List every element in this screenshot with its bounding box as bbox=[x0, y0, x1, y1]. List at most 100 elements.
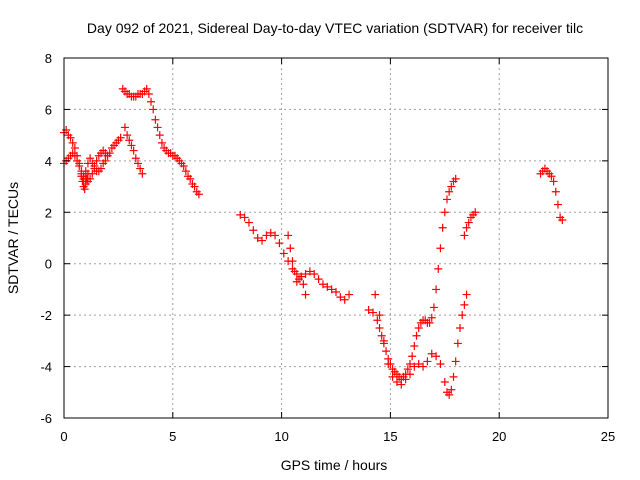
data-point bbox=[377, 331, 386, 340]
grid-lines bbox=[64, 58, 608, 418]
data-point bbox=[136, 164, 145, 173]
y-tick-label: 0 bbox=[45, 257, 52, 272]
data-point bbox=[327, 285, 336, 294]
data-point bbox=[286, 244, 295, 253]
x-tick-label: 10 bbox=[274, 429, 288, 444]
x-tick-label: 0 bbox=[60, 429, 67, 444]
data-point bbox=[186, 174, 195, 183]
x-tick-label: 15 bbox=[383, 429, 397, 444]
data-point bbox=[460, 300, 469, 309]
data-point bbox=[116, 133, 125, 142]
series-group bbox=[118, 84, 203, 199]
data-point bbox=[151, 115, 160, 124]
data-point bbox=[423, 357, 432, 366]
x-tick-label: 20 bbox=[492, 429, 506, 444]
series-group bbox=[371, 290, 471, 399]
plot-frame bbox=[63, 57, 609, 419]
data-point bbox=[138, 169, 147, 178]
y-tick-label: -6 bbox=[40, 411, 52, 426]
data-point bbox=[83, 169, 92, 178]
data-point bbox=[262, 231, 271, 240]
data-point bbox=[155, 131, 164, 140]
x-axis-label: GPS time / hours bbox=[281, 457, 388, 473]
y-tick-label: 6 bbox=[45, 102, 52, 117]
data-point bbox=[410, 362, 419, 371]
data-point bbox=[364, 306, 373, 314]
data-point bbox=[384, 360, 393, 368]
data-point bbox=[427, 313, 436, 322]
data-point bbox=[86, 154, 95, 163]
data-point bbox=[445, 187, 454, 196]
data-point bbox=[392, 378, 401, 386]
data-point bbox=[279, 249, 288, 258]
data-point bbox=[438, 223, 447, 232]
data-point bbox=[258, 236, 267, 245]
data-point bbox=[105, 149, 114, 158]
y-tick-label: -4 bbox=[40, 360, 52, 375]
data-point bbox=[73, 156, 82, 165]
data-point bbox=[88, 159, 97, 168]
data-point bbox=[558, 216, 567, 224]
data-point bbox=[405, 370, 414, 379]
data-point bbox=[332, 288, 340, 296]
data-point bbox=[125, 136, 134, 145]
data-point bbox=[181, 167, 190, 176]
data-point bbox=[68, 138, 77, 147]
data-point bbox=[425, 318, 434, 327]
data-point bbox=[449, 372, 458, 381]
data-marks bbox=[60, 84, 567, 399]
data-point bbox=[318, 280, 327, 289]
data-point bbox=[345, 290, 354, 299]
data-point bbox=[157, 138, 166, 147]
data-point bbox=[80, 185, 89, 194]
chart-title: Day 092 of 2021, Sidereal Day-to-day VTE… bbox=[87, 20, 583, 36]
y-tick-label: 8 bbox=[45, 51, 52, 66]
data-point bbox=[436, 360, 445, 368]
data-point bbox=[432, 285, 441, 294]
data-point bbox=[447, 385, 456, 394]
data-point bbox=[471, 208, 480, 217]
data-point bbox=[553, 200, 562, 209]
y-tick-label: 2 bbox=[45, 205, 52, 220]
data-point bbox=[194, 190, 203, 199]
x-tick-label: 5 bbox=[169, 429, 176, 444]
data-point bbox=[149, 105, 158, 114]
data-point bbox=[434, 264, 443, 273]
data-point bbox=[179, 162, 188, 170]
data-point bbox=[419, 362, 428, 371]
data-point bbox=[101, 156, 110, 165]
series-group bbox=[364, 174, 460, 384]
data-point bbox=[301, 270, 310, 278]
data-point bbox=[388, 372, 397, 381]
data-point bbox=[299, 280, 308, 289]
series-group bbox=[460, 208, 480, 240]
y-tick-label: -2 bbox=[40, 308, 52, 323]
data-point bbox=[77, 172, 86, 181]
data-point bbox=[284, 231, 293, 240]
data-point bbox=[244, 218, 253, 227]
data-point bbox=[462, 290, 471, 299]
data-point bbox=[460, 231, 469, 240]
data-point bbox=[81, 180, 90, 188]
data-point bbox=[549, 177, 558, 186]
data-point bbox=[314, 275, 323, 284]
data-point bbox=[340, 295, 349, 304]
data-point bbox=[397, 380, 406, 389]
data-point bbox=[447, 182, 456, 191]
data-point bbox=[382, 347, 391, 356]
data-point bbox=[414, 324, 423, 332]
data-point bbox=[127, 141, 136, 150]
axes: 0 5 10 15 20 25 -6 -4 -2 0 2 4 6 8 bbox=[40, 51, 615, 444]
data-point bbox=[301, 290, 310, 299]
data-point bbox=[412, 331, 421, 340]
data-point bbox=[375, 311, 384, 320]
data-point bbox=[271, 231, 280, 240]
data-point bbox=[379, 336, 388, 345]
data-point bbox=[445, 390, 454, 399]
data-point bbox=[462, 223, 471, 232]
data-point bbox=[451, 174, 460, 183]
data-point bbox=[547, 172, 556, 181]
data-point bbox=[82, 174, 91, 183]
data-point bbox=[429, 303, 438, 312]
data-point bbox=[190, 182, 199, 191]
